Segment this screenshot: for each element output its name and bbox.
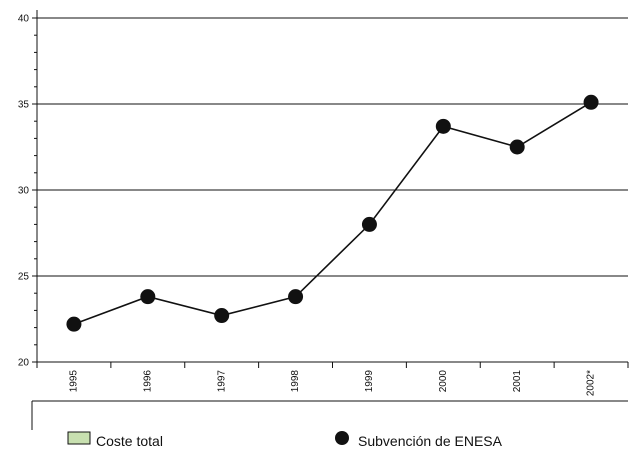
- legend-label-coste-total: Coste total: [96, 433, 163, 449]
- series-line: [73, 101, 592, 325]
- legend: Coste total Subvención de ENESA: [31, 400, 628, 449]
- x-tick-label: 1996: [142, 370, 153, 393]
- data-point: [288, 289, 304, 305]
- y-tick-label: 40: [18, 14, 30, 25]
- data-point: [361, 216, 377, 232]
- y-tick-label: 25: [18, 272, 30, 283]
- data-point: [214, 308, 230, 324]
- legend-marker-subvencion: [335, 431, 349, 445]
- x-tick-label: 1999: [364, 370, 375, 393]
- x-tick-label: 2000: [438, 370, 449, 393]
- data-point: [140, 289, 156, 305]
- x-tick-label: 1998: [290, 370, 301, 393]
- y-tick-label: 35: [18, 100, 30, 111]
- data-point: [509, 139, 525, 155]
- y-axis: 20 25 30 35 40: [18, 10, 38, 369]
- gridlines: [37, 17, 628, 363]
- data-point: [583, 94, 599, 110]
- data-point: [435, 118, 451, 134]
- y-tick-label: 20: [18, 358, 30, 369]
- x-axis: 1995 1996 1997 1998 1999 2000 2001 2002*: [36, 362, 629, 396]
- legend-swatch-coste-total: [67, 431, 91, 445]
- legend-label-subvencion: Subvención de ENESA: [358, 433, 503, 449]
- x-tick-label: 2002*: [586, 370, 597, 396]
- x-tick-label: 1997: [216, 370, 227, 393]
- y-tick-label: 30: [18, 186, 30, 197]
- x-tick-label: 1995: [69, 370, 80, 393]
- x-tick-label: 2001: [512, 370, 523, 393]
- series-subvencion-enesa: [66, 94, 599, 332]
- data-point: [66, 316, 82, 332]
